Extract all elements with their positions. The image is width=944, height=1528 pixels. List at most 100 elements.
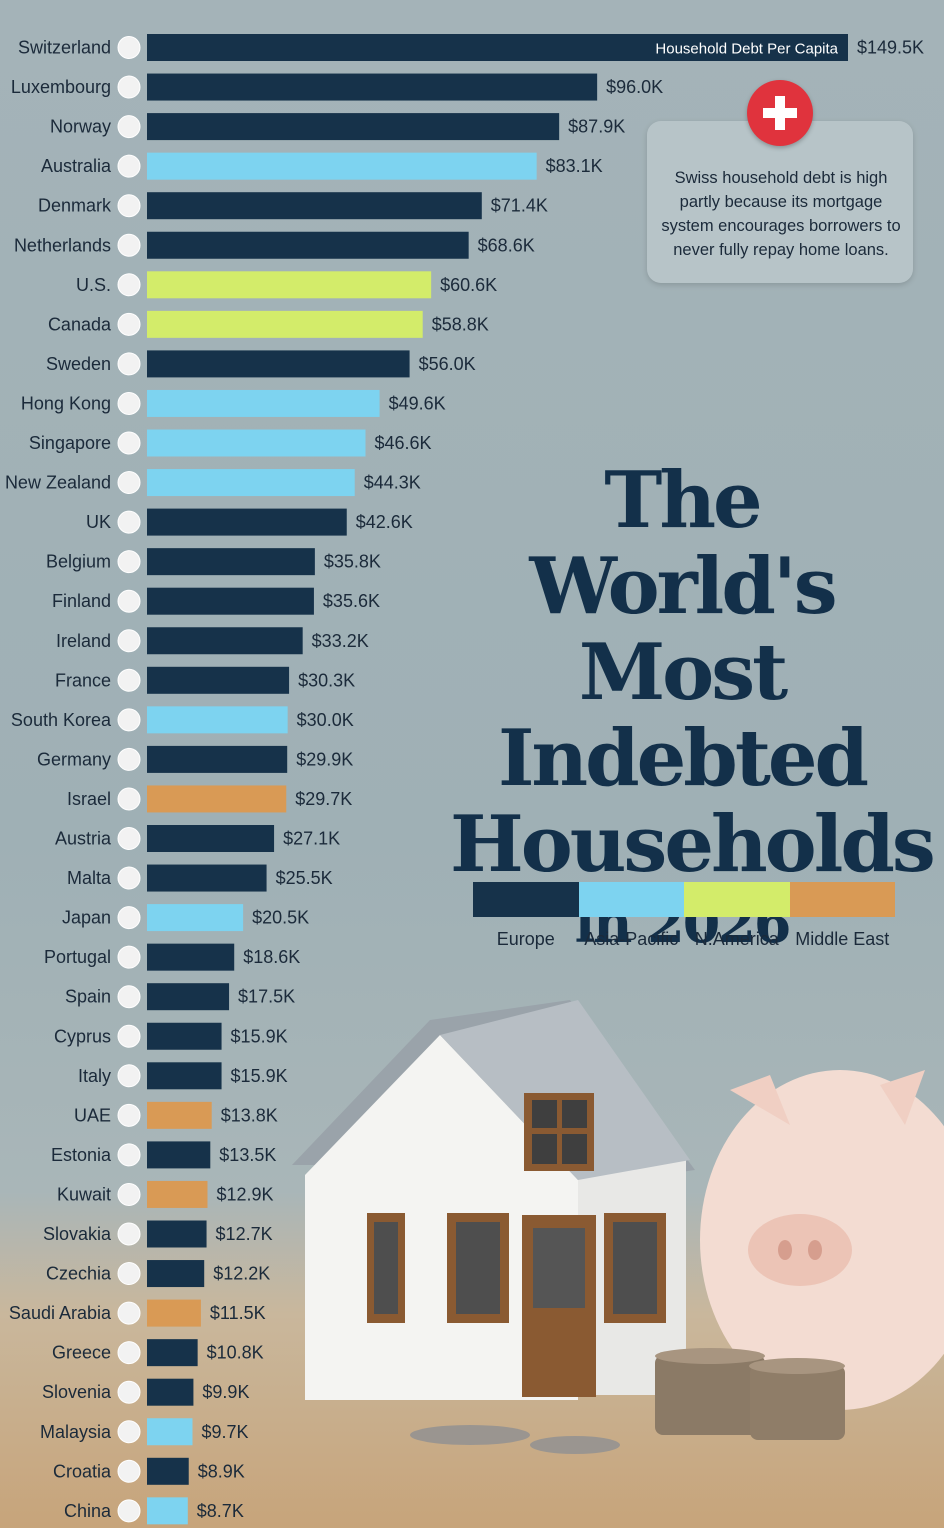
value-label: $15.9K xyxy=(231,1066,288,1086)
bar-uae xyxy=(147,1101,212,1129)
flag-icon-netherlands xyxy=(117,233,141,257)
value-label: $9.9K xyxy=(202,1382,249,1402)
value-label: $60.6K xyxy=(440,275,497,295)
flag-icon-denmark xyxy=(117,194,141,218)
country-label: Greece xyxy=(52,1343,111,1363)
country-label: UK xyxy=(86,512,111,532)
bar-malaysia xyxy=(147,1418,193,1446)
country-label: Belgium xyxy=(46,552,111,572)
flag-icon-greece xyxy=(117,1341,141,1365)
flag-icon-south-korea xyxy=(117,708,141,732)
chart-title: The World's Most Indebted Households in … xyxy=(450,458,936,958)
legend-swatch-asia-pacific xyxy=(578,882,684,917)
country-label: Austria xyxy=(55,829,112,849)
bar-singapore xyxy=(147,429,366,457)
country-label: Luxembourg xyxy=(11,77,111,97)
country-label: Canada xyxy=(48,314,112,334)
title-line-2: Most Indebted xyxy=(497,627,869,804)
value-label: $8.9K xyxy=(198,1461,245,1481)
legend-swatches xyxy=(473,882,895,917)
flag-icon-australia xyxy=(117,154,141,178)
flag-icon-israel xyxy=(117,787,141,811)
bar-portugal xyxy=(147,943,235,971)
bar-israel xyxy=(147,785,287,813)
legend-label: Asia-Pacific xyxy=(584,929,679,949)
house-illustration xyxy=(292,1000,695,1400)
country-label: Czechia xyxy=(46,1264,112,1284)
legend-swatch-europe xyxy=(473,882,579,917)
bar-u-s- xyxy=(147,271,432,299)
country-label: Singapore xyxy=(29,433,111,453)
country-label: Finland xyxy=(52,591,111,611)
flag-icon-norway xyxy=(117,115,141,139)
value-label: $149.5K xyxy=(857,38,924,58)
flag-icon-new-zealand xyxy=(117,471,141,495)
flag-icon-finland xyxy=(117,589,141,613)
flag-icon-u-s- xyxy=(117,273,141,297)
value-label: $87.9K xyxy=(568,117,625,137)
flag-icon-belgium xyxy=(117,550,141,574)
country-label: Australia xyxy=(41,156,112,176)
legend-label: Europe xyxy=(496,929,555,949)
title-line-3: Households xyxy=(450,799,936,890)
flag-icon-malta xyxy=(117,866,141,890)
value-label: $13.5K xyxy=(219,1145,276,1165)
flag-icon-uae xyxy=(117,1103,141,1127)
country-label: UAE xyxy=(74,1105,111,1125)
bar-spain xyxy=(147,983,230,1011)
value-label: $42.6K xyxy=(356,512,413,532)
bar-saudi-arabia xyxy=(147,1299,201,1327)
value-label: $8.7K xyxy=(197,1501,244,1521)
value-label: $29.7K xyxy=(295,789,352,809)
flag-icon-slovenia xyxy=(117,1380,141,1404)
bar-denmark xyxy=(147,192,482,220)
bar-new-zealand xyxy=(147,469,355,497)
value-label: $35.8K xyxy=(324,552,381,572)
country-label: Ireland xyxy=(56,631,111,651)
country-label: Denmark xyxy=(38,196,112,216)
country-label: China xyxy=(64,1501,112,1521)
bar-estonia xyxy=(147,1141,211,1169)
flag-icon-portugal xyxy=(117,945,141,969)
flag-icon-hong-kong xyxy=(117,391,141,415)
country-label: Malta xyxy=(67,868,112,888)
bar-austria xyxy=(147,825,275,852)
value-label: $56.0K xyxy=(419,354,476,374)
flag-icon-ireland xyxy=(117,629,141,653)
value-label: $18.6K xyxy=(243,947,300,967)
country-label: Slovakia xyxy=(43,1224,112,1244)
flag-icon-spain xyxy=(117,985,141,1009)
value-label: $30.3K xyxy=(298,670,355,690)
value-label: $35.6K xyxy=(323,591,380,611)
bar-japan xyxy=(147,904,244,932)
country-label: Cyprus xyxy=(54,1026,111,1046)
legend: Europe Asia-Pacific N.America Middle East xyxy=(473,882,895,950)
value-label: $46.6K xyxy=(375,433,432,453)
country-label: Malaysia xyxy=(40,1422,112,1442)
flag-icon-canada xyxy=(117,312,141,336)
country-label: Saudi Arabia xyxy=(9,1303,112,1323)
bar-croatia xyxy=(147,1457,189,1485)
value-label: $12.7K xyxy=(216,1224,273,1244)
flag-icon-cyprus xyxy=(117,1024,141,1048)
flag-icon-saudi-arabia xyxy=(117,1301,141,1325)
flag-icon-estonia xyxy=(117,1143,141,1167)
bar-malta xyxy=(147,864,267,892)
flag-icon-malaysia xyxy=(117,1420,141,1444)
value-label: $29.9K xyxy=(296,749,353,769)
value-label: $27.1K xyxy=(283,829,340,849)
legend-labels: Europe Asia-Pacific N.America Middle East xyxy=(473,929,895,950)
bar-slovakia xyxy=(147,1220,207,1248)
value-label: $33.2K xyxy=(312,631,369,651)
bar-china xyxy=(147,1497,188,1525)
bar-greece xyxy=(147,1339,198,1367)
value-label: $30.0K xyxy=(297,710,354,730)
value-label: $44.3K xyxy=(364,473,421,493)
value-label: $20.5K xyxy=(252,908,309,928)
value-label: $15.9K xyxy=(231,1026,288,1046)
flag-icon-france xyxy=(117,668,141,692)
country-label: Spain xyxy=(65,987,111,1007)
flag-icon-croatia xyxy=(117,1459,141,1483)
value-label: $96.0K xyxy=(606,77,663,97)
